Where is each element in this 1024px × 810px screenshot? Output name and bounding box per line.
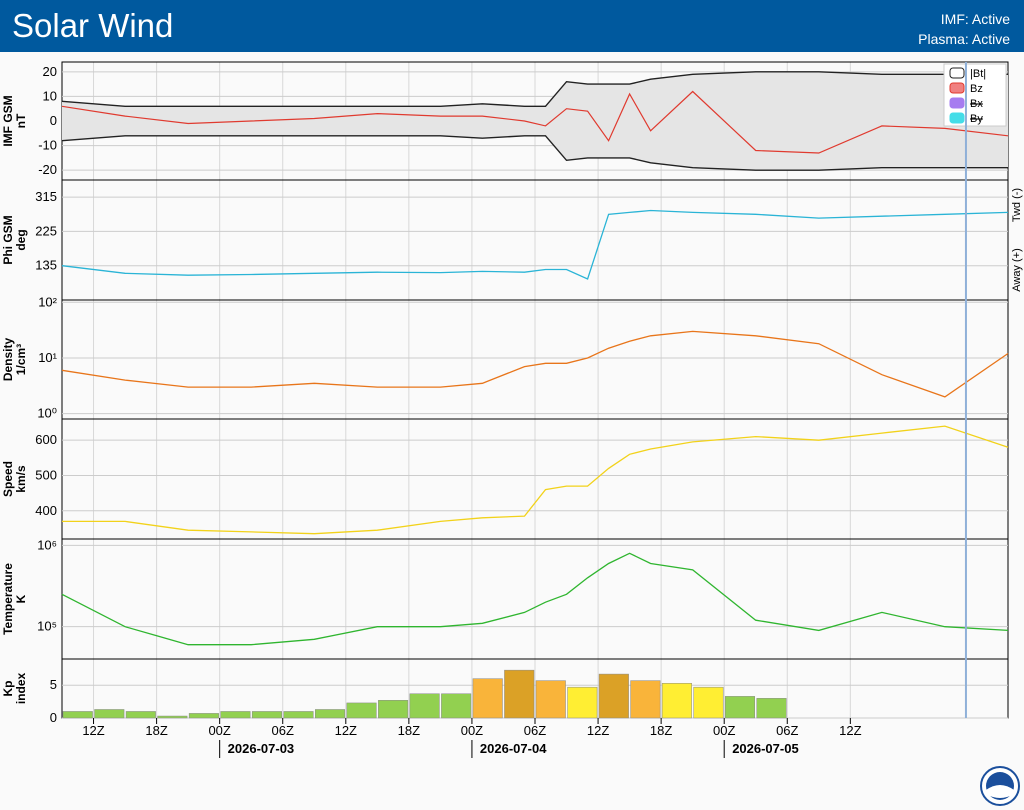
kp-bar <box>283 711 314 719</box>
bt-line-positive <box>61 71 1008 107</box>
kp-bar <box>567 686 598 719</box>
temperature-ylabel: K <box>14 594 28 603</box>
time-tick-label: 06Z <box>524 723 546 738</box>
temperature-ylabel: Temperature <box>1 563 15 635</box>
time-tick-label: 18Z <box>145 723 167 738</box>
kp-bar <box>724 696 755 719</box>
time-tick-label: 12Z <box>82 723 104 738</box>
imf-ytick-label: 20 <box>43 64 57 79</box>
noaa-logo-icon <box>980 766 1020 806</box>
density-ytick-label: 10⁰ <box>37 406 57 421</box>
legend-entry: By <box>970 113 983 125</box>
time-tick-label: 12Z <box>587 723 609 738</box>
kp-bar <box>346 702 377 719</box>
imf-ytick-label: 10 <box>43 88 57 103</box>
temperature-ytick-label: 10⁵ <box>37 619 57 634</box>
imf-ylabel: IMF GSM <box>1 95 15 146</box>
density-ylabel: 1/cm³ <box>14 344 28 375</box>
kp-bar <box>409 693 440 719</box>
time-tick-label: 18Z <box>398 723 420 738</box>
bt-envelope <box>62 71 1008 171</box>
phi-side-label: Away (+) <box>1011 248 1023 292</box>
kp-bar <box>472 678 503 719</box>
phi-ytick-label: 225 <box>35 223 57 238</box>
time-tick-label: 06Z <box>272 723 294 738</box>
time-tick-label: 18Z <box>650 723 672 738</box>
time-tick-label: 12Z <box>335 723 357 738</box>
time-tick-label: 00Z <box>713 723 735 738</box>
imf-status: IMF: Active <box>940 11 1010 27</box>
speed-line <box>62 425 1009 535</box>
plasma-status: Plasma: Active <box>918 31 1010 47</box>
kp-bar <box>94 709 125 719</box>
date-label: 2026-07-03 <box>228 741 295 756</box>
kp-bar <box>62 711 93 719</box>
legend-swatch <box>949 97 965 109</box>
kp-bar <box>661 683 692 719</box>
kp-bar <box>630 680 661 719</box>
kp-bar <box>535 680 566 719</box>
legend-entry: |Bt| <box>970 68 986 80</box>
legend-swatch <box>949 82 965 94</box>
legend-swatch <box>949 112 965 124</box>
speed-ytick-label: 500 <box>35 467 57 482</box>
density-ytick-label: 10² <box>38 294 57 309</box>
phi-ylabel: deg <box>14 229 28 250</box>
phi-ytick-label: 135 <box>35 258 57 273</box>
kp-bar <box>188 713 219 719</box>
phi-ylabel: Phi GSM <box>1 215 15 264</box>
bt-line-negative <box>61 135 1008 171</box>
kp-bar <box>378 700 409 719</box>
legend-swatch <box>949 67 965 79</box>
bz-line <box>61 90 1009 154</box>
time-tick-label: 00Z <box>461 723 483 738</box>
kp-bar <box>441 693 472 719</box>
speed-ylabel: Speed <box>1 461 15 497</box>
imf-ytick-label: -10 <box>38 138 57 153</box>
time-tick-label: 00Z <box>208 723 230 738</box>
kp-ytick-label: 5 <box>50 677 57 692</box>
density-ylabel: Density <box>1 338 15 382</box>
phi-ytick-label: 315 <box>35 189 57 204</box>
kp-bar <box>598 673 629 719</box>
time-tick-label: 12Z <box>839 723 861 738</box>
legend-entry: Bx <box>970 98 983 110</box>
density-line <box>61 330 1009 398</box>
phi-line <box>61 209 1009 280</box>
kp-ytick-label: 0 <box>50 710 57 725</box>
kp-bar <box>157 715 188 719</box>
page-title: Solar Wind <box>12 7 174 44</box>
app-header: Solar Wind IMF: Active Plasma: Active <box>0 0 1024 52</box>
speed-ytick-label: 600 <box>35 432 57 447</box>
kp-bar <box>220 711 251 719</box>
temperature-line <box>61 552 1009 646</box>
kp-ylabel: index <box>14 673 28 705</box>
speed-ytick-label: 400 <box>35 503 57 518</box>
imf-ytick-label: -20 <box>38 162 57 177</box>
legend-entry: Bz <box>970 83 983 95</box>
kp-bar <box>756 698 787 719</box>
kp-ylabel: Kp <box>1 681 15 697</box>
temperature-ytick-label: 10⁶ <box>37 537 57 552</box>
density-ytick-label: 10¹ <box>38 350 57 365</box>
kp-bar <box>125 711 156 719</box>
imf-ylabel: nT <box>14 113 28 128</box>
phi-side-label: Twd (-) <box>1011 188 1023 222</box>
date-label: 2026-07-05 <box>732 741 799 756</box>
imf-ytick-label: 0 <box>50 113 57 128</box>
kp-bar <box>315 709 346 719</box>
speed-ylabel: km/s <box>14 465 28 493</box>
kp-bar <box>693 686 724 719</box>
date-label: 2026-07-04 <box>480 741 547 756</box>
time-tick-label: 06Z <box>776 723 798 738</box>
kp-bar <box>504 669 535 719</box>
kp-bar <box>251 711 282 719</box>
